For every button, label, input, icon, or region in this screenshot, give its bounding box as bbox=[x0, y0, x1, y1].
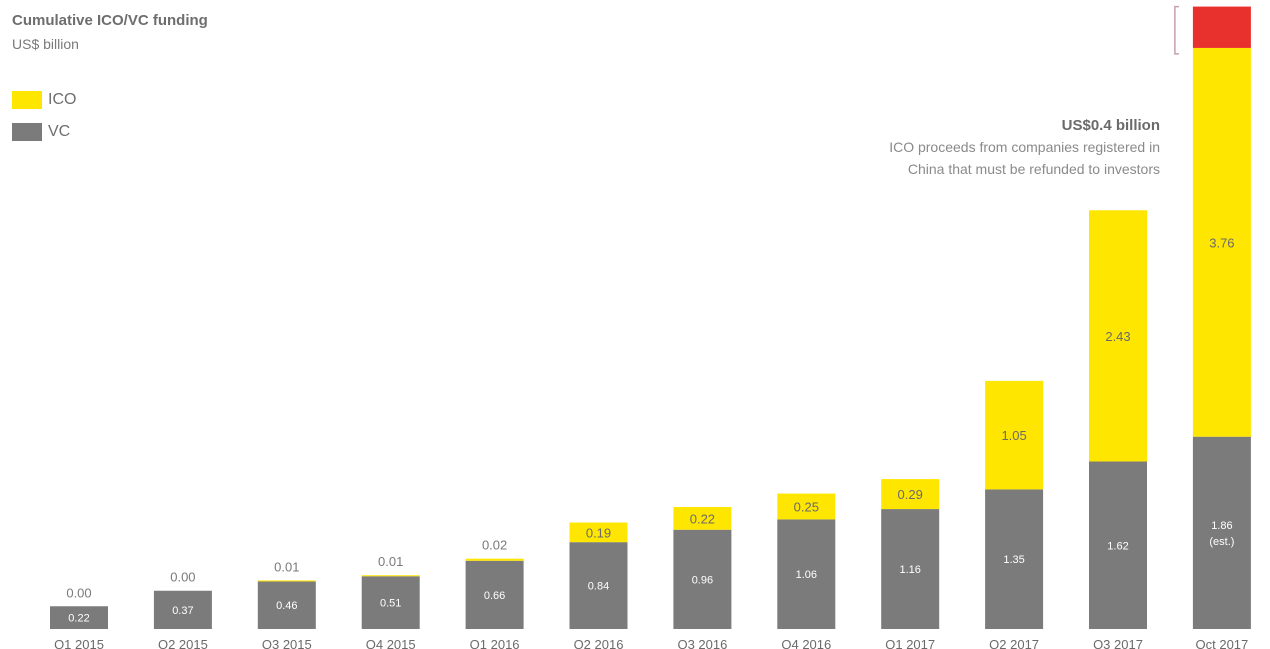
x-tick-label-8: Q1 2017 bbox=[885, 637, 935, 649]
bar-label-vc-4: 0.66 bbox=[484, 590, 505, 602]
bar-label-ico-7: 0.25 bbox=[794, 499, 819, 514]
bar-label-vc-5: 0.84 bbox=[588, 581, 609, 593]
x-tick-label-9: Q2 2017 bbox=[989, 637, 1039, 649]
bar-vc-9 bbox=[985, 489, 1044, 629]
legend-item-vc: VC bbox=[12, 116, 76, 148]
bar-vc-3 bbox=[361, 576, 420, 629]
bar-label-ico-1: 0.00 bbox=[170, 570, 195, 585]
bar-label-ico-10: 2.43 bbox=[1105, 329, 1130, 344]
bar-vc-8 bbox=[881, 509, 940, 629]
bar-label-vc-8: 1.16 bbox=[899, 564, 920, 576]
bar-label-ico-11: 3.76 bbox=[1209, 235, 1234, 250]
bar-ico-5 bbox=[569, 522, 628, 543]
bar-label-ico-5: 0.19 bbox=[586, 525, 611, 540]
bar-label-vc-1: 0.37 bbox=[172, 605, 193, 617]
legend-label-ico: ICO bbox=[48, 91, 77, 108]
chart-title: Cumulative ICO/VC funding bbox=[12, 12, 208, 29]
bar-ico-3 bbox=[361, 575, 420, 577]
bar-ico-9 bbox=[985, 380, 1044, 490]
bar-vc-6 bbox=[673, 529, 732, 629]
bar-label-vc-7: 1.06 bbox=[796, 569, 817, 581]
bar-ico-4 bbox=[465, 558, 524, 561]
bar-vc-4 bbox=[465, 560, 524, 629]
bar-ico-8 bbox=[881, 479, 940, 510]
x-tick-label-11: Oct 2017 bbox=[1196, 637, 1249, 649]
bar-label-ico-8: 0.29 bbox=[898, 487, 923, 502]
bar-ico-6 bbox=[673, 506, 732, 530]
x-tick-label-0: Q1 2015 bbox=[54, 637, 104, 649]
bar-label-ico-2: 0.01 bbox=[274, 559, 299, 574]
bar-ico-10 bbox=[1089, 210, 1147, 462]
bar-label-vc-10: 1.62 bbox=[1107, 540, 1128, 552]
bar-label-vc-suffix: (est.) bbox=[1209, 536, 1234, 548]
bar-ico-7 bbox=[777, 493, 836, 520]
bar-label-ico-0: 0.00 bbox=[66, 585, 91, 600]
annotation: US$0.4 billion ICO proceeds from compani… bbox=[889, 116, 1160, 180]
annotation-line-2: China that must be refunded to investors bbox=[907, 161, 1160, 177]
annotation-title: US$0.4 billion bbox=[1061, 117, 1160, 134]
x-tick-label-2: Q3 2015 bbox=[262, 637, 312, 649]
bar-vc-1 bbox=[153, 590, 212, 629]
bar-label-vc-6: 0.96 bbox=[692, 574, 713, 586]
x-tick-label-3: Q4 2015 bbox=[366, 637, 416, 649]
bar-label-ico-6: 0.22 bbox=[690, 511, 715, 526]
bar-ico-2 bbox=[257, 580, 316, 582]
legend-label-vc: VC bbox=[48, 123, 71, 140]
x-tick-label-1: Q2 2015 bbox=[158, 637, 208, 649]
legend: ICO VC bbox=[12, 84, 76, 148]
bar-vc-10 bbox=[1089, 461, 1147, 629]
x-tick-label-10: Q3 2017 bbox=[1093, 637, 1143, 649]
chart-subtitle: US$ billion bbox=[12, 36, 79, 52]
bar-label-vc-11: 1.86 bbox=[1211, 520, 1232, 532]
bar-label-ico-9: 1.05 bbox=[1001, 428, 1026, 443]
bar-label-vc-0: 0.22 bbox=[68, 613, 89, 625]
x-tick-label-5: Q2 2016 bbox=[574, 637, 624, 649]
bar-vc-0 bbox=[50, 606, 108, 629]
x-tick-label-6: Q3 2016 bbox=[677, 637, 727, 649]
x-tick-label-7: Q4 2016 bbox=[781, 637, 831, 649]
annotation-bracket bbox=[1174, 5, 1179, 55]
bar-label-ico-4: 0.02 bbox=[482, 538, 507, 553]
bar-vc-2 bbox=[257, 581, 316, 629]
annotation-line-1: ICO proceeds from companies registered i… bbox=[889, 139, 1160, 155]
bar-label-vc-9: 1.35 bbox=[1003, 554, 1024, 566]
bar-vc-5 bbox=[569, 542, 628, 629]
legend-item-ico: ICO bbox=[12, 84, 76, 116]
bar-ico-11 bbox=[1192, 47, 1251, 437]
legend-swatch-vc bbox=[12, 123, 42, 141]
bar-refund-segment bbox=[1192, 6, 1251, 48]
bar-vc-7 bbox=[777, 519, 836, 629]
bar-label-ico-3: 0.01 bbox=[378, 554, 403, 569]
x-tick-label-4: Q1 2016 bbox=[470, 637, 520, 649]
bar-vc-11 bbox=[1192, 436, 1251, 629]
bar-label-vc-2: 0.46 bbox=[276, 600, 297, 612]
legend-swatch-ico bbox=[12, 91, 42, 109]
bar-label-vc-3: 0.51 bbox=[380, 598, 401, 610]
